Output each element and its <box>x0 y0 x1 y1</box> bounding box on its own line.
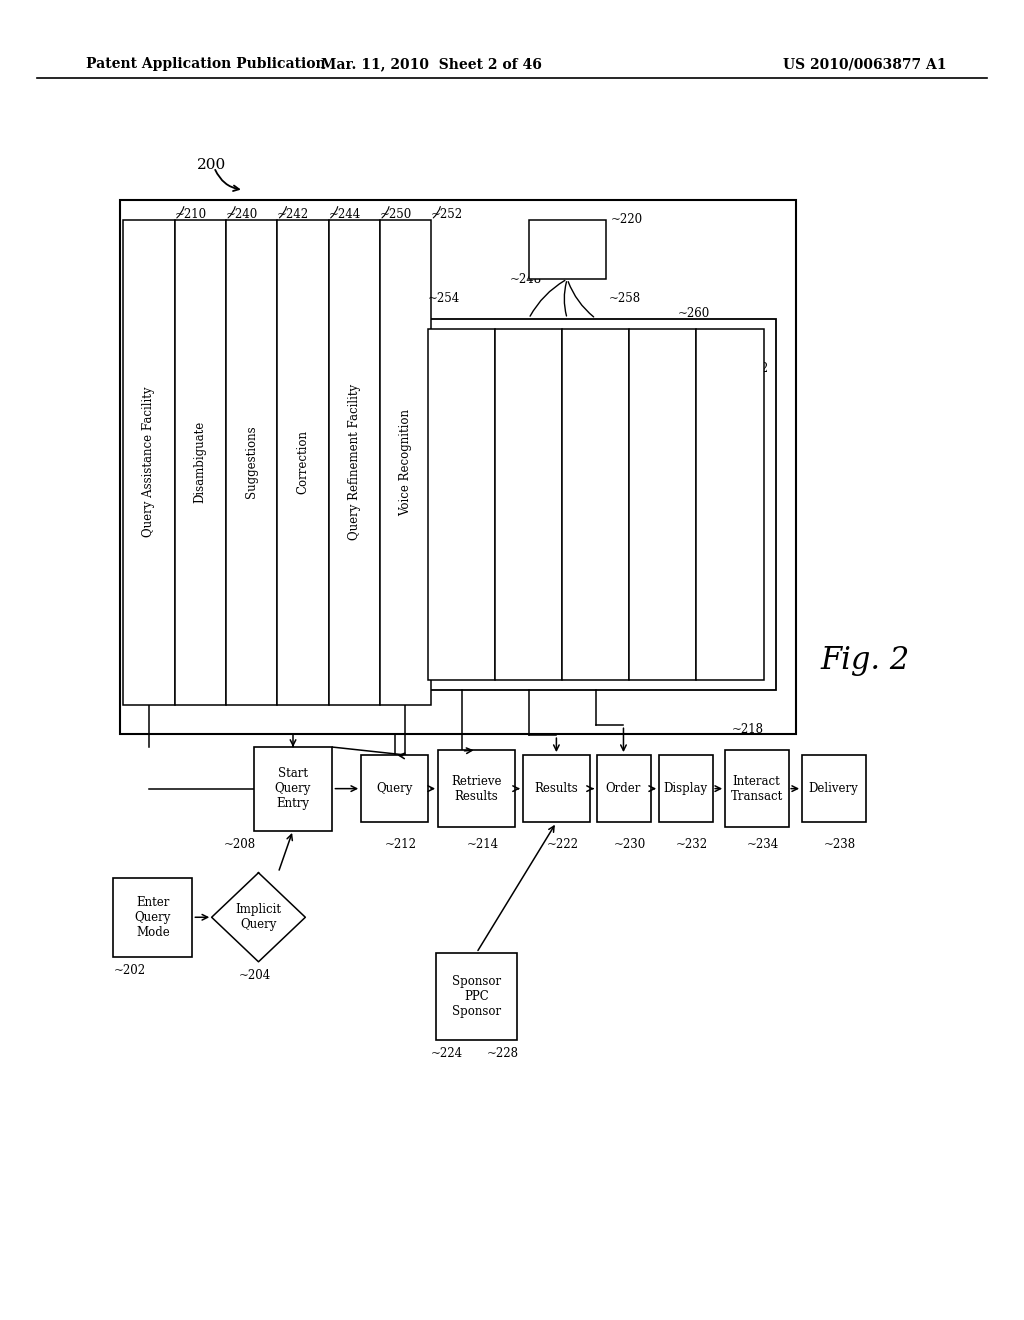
Text: ~224: ~224 <box>431 1047 463 1060</box>
Text: Enter
Query
Mode: Enter Query Mode <box>135 896 171 939</box>
Bar <box>562 329 630 680</box>
Text: Categorize: Categorize <box>456 471 468 536</box>
Text: Walled Garden: Walled Garden <box>724 459 736 548</box>
Text: ~244: ~244 <box>329 209 360 222</box>
Text: ~214: ~214 <box>467 838 499 850</box>
Text: ~258: ~258 <box>608 292 641 305</box>
Text: ~220: ~220 <box>610 214 643 226</box>
Text: Query: Query <box>377 783 413 795</box>
Text: ~218: ~218 <box>732 723 764 735</box>
Bar <box>329 219 380 705</box>
Text: Sponsor
PPC
Sponsor: Sponsor PPC Sponsor <box>452 975 501 1018</box>
Bar <box>175 219 226 705</box>
Bar <box>659 755 714 822</box>
Bar <box>428 329 496 680</box>
Text: Disambiguate: Disambiguate <box>194 421 207 503</box>
Text: Correction: Correction <box>296 430 309 494</box>
Text: Retrieve
Results: Retrieve Results <box>452 775 502 803</box>
Text: Patent Application Publication: Patent Application Publication <box>86 57 326 71</box>
Text: ~208: ~208 <box>224 838 256 850</box>
Text: ~252: ~252 <box>431 209 463 222</box>
Text: Query Refinement Facility: Query Refinement Facility <box>348 384 360 540</box>
Bar <box>802 755 866 822</box>
Text: Filter: Filter <box>590 487 602 520</box>
Text: ~242: ~242 <box>278 209 309 222</box>
Text: Aggregate: Aggregate <box>656 473 670 535</box>
Text: ~230: ~230 <box>613 838 646 850</box>
Text: ~260: ~260 <box>678 308 710 321</box>
Text: Recommend: Recommend <box>522 467 536 541</box>
Bar <box>438 750 515 828</box>
Bar <box>597 755 651 822</box>
Text: Order: Order <box>606 783 641 795</box>
Bar <box>278 219 329 705</box>
Text: Fig. 2: Fig. 2 <box>820 644 909 676</box>
Bar <box>254 747 333 832</box>
Bar <box>123 219 175 705</box>
Bar <box>361 755 428 822</box>
Text: ~212: ~212 <box>385 838 417 850</box>
Text: ~204: ~204 <box>239 969 271 982</box>
Bar <box>725 750 790 828</box>
Bar <box>114 878 193 957</box>
Text: Suggestions: Suggestions <box>245 426 258 499</box>
Text: Display: Display <box>664 783 708 795</box>
Bar <box>226 219 278 705</box>
Text: Mar. 11, 2010  Sheet 2 of 46: Mar. 11, 2010 Sheet 2 of 46 <box>321 57 542 71</box>
Bar <box>426 318 776 689</box>
Text: ~202: ~202 <box>114 964 145 977</box>
Text: ~232: ~232 <box>676 838 708 850</box>
Text: ~228: ~228 <box>486 1047 518 1060</box>
Text: ~234: ~234 <box>746 838 779 850</box>
Bar <box>523 755 590 822</box>
Text: ~250: ~250 <box>380 209 412 222</box>
Text: ~210: ~210 <box>175 209 207 222</box>
Text: ~238: ~238 <box>823 838 856 850</box>
Text: ~222: ~222 <box>547 838 579 850</box>
Text: Voice Recognition: Voice Recognition <box>399 409 412 516</box>
Text: ~254: ~254 <box>428 292 461 305</box>
Text: Query Assistance Facility: Query Assistance Facility <box>142 387 156 537</box>
Text: Sponsor: Sponsor <box>542 243 593 256</box>
Text: Delivery: Delivery <box>809 783 858 795</box>
Bar <box>121 199 796 734</box>
Text: 200: 200 <box>198 158 226 173</box>
Bar <box>696 329 764 680</box>
Text: Results: Results <box>535 783 579 795</box>
Bar <box>380 219 431 705</box>
Text: ~262: ~262 <box>737 362 769 375</box>
Bar <box>528 219 606 279</box>
Bar <box>630 329 696 680</box>
Text: ~240: ~240 <box>226 209 258 222</box>
Text: US 2010/0063877 A1: US 2010/0063877 A1 <box>783 57 947 71</box>
Text: Start
Query
Entry: Start Query Entry <box>274 767 311 810</box>
Text: ~248: ~248 <box>510 272 542 285</box>
Text: Interact
Transact: Interact Transact <box>730 775 782 803</box>
Text: Implicit
Query: Implicit Query <box>236 903 282 932</box>
Bar <box>496 329 562 680</box>
Bar <box>436 953 517 1040</box>
